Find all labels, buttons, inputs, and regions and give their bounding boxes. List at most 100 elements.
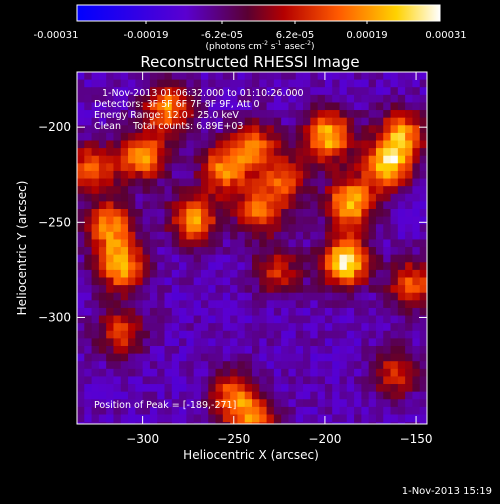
heatmap-cell [252,353,260,362]
heatmap-cell [208,140,216,149]
heatmap-cell [200,422,209,424]
heatmap-cell [149,102,158,111]
heatmap-cell [113,178,122,187]
heatmap-cell [295,87,304,96]
heatmap-cell [259,247,267,256]
heatmap-cell [186,285,195,294]
heatmap-cell [383,110,391,119]
heatmap-cell [324,345,333,354]
heatmap-cell [215,422,224,424]
heatmap-cell [237,163,246,172]
heatmap-cell [332,292,340,301]
heatmap-cell [397,285,406,294]
heatmap-cell [346,72,355,81]
heatmap-cell [149,155,158,164]
heatmap-cell [266,193,275,202]
heatmap-cell [397,345,406,354]
heatmap-cell [310,72,319,81]
heatmap-cell [273,87,282,96]
heatmap-cell [120,277,129,286]
heatmap-cell [91,353,100,362]
heatmap-cell [405,307,413,316]
heatmap-cell [368,72,377,81]
heatmap-cell [91,201,100,210]
heatmap-cell [208,201,216,210]
heatmap-cell [157,163,165,172]
heatmap-cell [142,216,151,225]
heatmap-cell [383,422,391,424]
heatmap-cell [179,277,187,286]
heatmap-cell [186,292,195,301]
heatmap-cell [332,140,340,149]
heatmap-cell [368,155,377,164]
heatmap-cell [368,201,377,210]
heatmap-cell [142,148,151,157]
heatmap-cell [390,186,399,195]
heatmap-cell [77,315,85,324]
heatmap-cell [310,186,319,195]
heatmap-cell [244,102,253,111]
heatmap-cell [375,87,384,96]
heatmap-cell [91,345,100,354]
heatmap-cell [186,368,195,377]
heatmap-cell [339,338,348,347]
heatmap-cell [303,224,311,233]
heatmap-cell [405,391,413,400]
heatmap-cell [288,262,297,271]
heatmap-cell [303,148,311,157]
heatmap-cell [230,148,238,157]
heatmap-cell [339,125,348,134]
heatmap-cell [252,361,260,370]
heatmap-cell [77,391,85,400]
heatmap-cell [397,201,406,210]
heatmap-cell [361,247,370,256]
heatmap-cell [288,231,297,240]
heatmap-cell [222,132,231,141]
heatmap-cell [186,87,195,96]
heatmap-cell [98,231,107,240]
heatmap-cell [419,170,427,179]
heatmap-cell [324,285,333,294]
heatmap-cell [91,79,100,88]
heatmap-cell [346,384,355,393]
heatmap-cell [128,79,136,88]
heatmap-cell [164,315,173,324]
heatmap-cell [390,292,399,301]
heatmap-cell [295,307,304,316]
heatmap-cell [266,132,275,141]
heatmap-cell [113,239,122,248]
heatmap-cell [288,414,297,423]
heatmap-cell [113,224,122,233]
heatmap-cell [281,155,289,164]
heatmap-cell [230,117,238,126]
heatmap-cell [186,406,195,415]
heatmap-cell [368,361,377,370]
heatmap-cell [397,193,406,202]
heatmap-cell [113,148,122,157]
heatmap-cell [383,163,391,172]
heatmap-cell [375,323,384,332]
heatmap-cell [215,102,224,111]
heatmap-cell [84,216,92,225]
heatmap-cell [317,193,326,202]
heatmap-cell [259,315,267,324]
heatmap-cell [244,201,253,210]
heatmap-cell [237,193,246,202]
heatmap-cell [317,186,326,195]
heatmap-cell [186,414,195,423]
heatmap-cell [303,155,311,164]
heatmap-cell [332,94,340,103]
heatmap-cell [405,102,413,111]
heatmap-cell [405,94,413,103]
heatmap-cell [157,368,165,377]
heatmap-cell [266,361,275,370]
heatmap-cell [375,79,384,88]
heatmap-cell [354,102,362,111]
heatmap-cell [186,353,195,362]
heatmap-cell [120,315,129,324]
heatmap-cell [332,247,340,256]
heatmap-cell [339,247,348,256]
heatmap-cell [397,186,406,195]
heatmap-cell [419,79,427,88]
heatmap-cell [128,170,136,179]
